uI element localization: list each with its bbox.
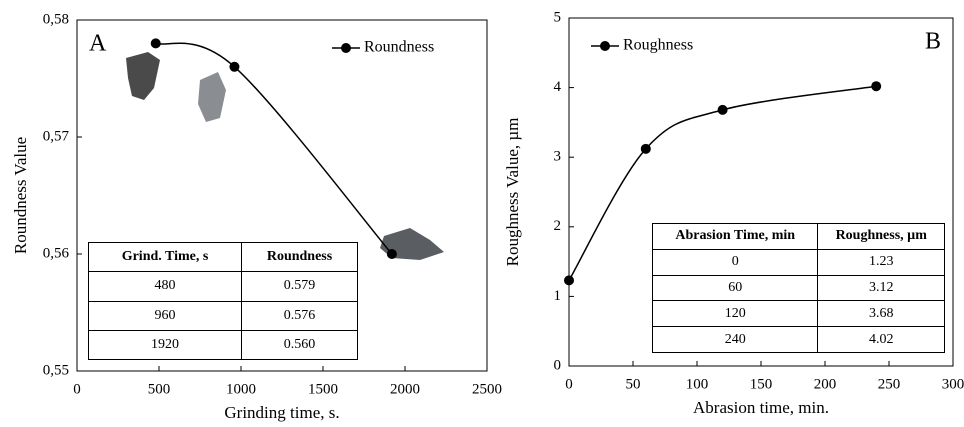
x-tick-label: 300 <box>942 376 964 392</box>
data-point <box>150 38 161 49</box>
y-axis-label: Roughness Value, µm <box>503 118 522 267</box>
plot-frame <box>76 19 488 372</box>
table-row: 60 3.12 <box>651 274 945 302</box>
x-tick-label: 100 <box>686 376 709 392</box>
table-cell: 0.576 <box>241 300 358 331</box>
particle-images <box>126 52 444 260</box>
table-row: 960 0.576 <box>87 300 358 331</box>
table-row: Grind. Time, s Roundness <box>87 241 358 273</box>
table-cell: 0.560 <box>241 329 358 361</box>
table-cell: 0 <box>651 248 819 276</box>
data-point <box>640 143 651 154</box>
y-tick-label: 4 <box>554 79 562 95</box>
table-row: 480 0.579 <box>87 271 358 302</box>
y-axis-label: Roundness Value <box>11 137 30 254</box>
table-cell: 1920 <box>87 329 243 361</box>
x-tick-label: 1500 <box>308 381 338 397</box>
table-cell: Abrasion Time, min <box>651 223 819 250</box>
table-cell: 3.12 <box>817 274 945 302</box>
x-tick-label: 0 <box>565 376 573 392</box>
x-tick-label: 150 <box>750 376 773 392</box>
table-row: 1920 0.560 <box>87 329 358 361</box>
legend-marker <box>600 41 610 51</box>
table-cell: 3.68 <box>817 300 945 328</box>
particle <box>198 72 226 122</box>
x-tick-label: 1000 <box>226 381 256 397</box>
series-line <box>568 85 877 281</box>
series-line <box>155 42 393 255</box>
y-tick-label: 5 <box>554 9 562 25</box>
y-tick-label: 0,55 <box>43 362 69 378</box>
table-cell: 1.23 <box>817 248 945 276</box>
table-cell: 60 <box>651 274 819 302</box>
y-tick-label: 1 <box>554 288 562 304</box>
data-point <box>229 61 240 72</box>
x-tick-label: 0 <box>73 381 81 397</box>
panel-label: A <box>89 31 107 57</box>
legend-marker <box>341 43 351 53</box>
data-point <box>386 249 397 259</box>
y-tick-label: 0 <box>554 357 562 373</box>
table-cell: Grind. Time, s <box>87 241 243 273</box>
particle <box>126 52 160 100</box>
legend-label: Roundness <box>364 39 434 56</box>
table-row: 0 1.23 <box>651 248 945 276</box>
table-cell: Roundness <box>241 241 358 273</box>
x-tick-label: 200 <box>814 376 837 392</box>
table-cell: 480 <box>87 271 243 302</box>
x-tick-label: 50 <box>626 376 641 392</box>
y-tick-label: 0,57 <box>43 128 70 144</box>
table-row: 120 3.68 <box>651 300 945 328</box>
legend-label: Roughness <box>623 37 693 54</box>
data-table: Abrasion Time, min Roughness, µm 0 1.23 60 3.… <box>651 223 945 353</box>
table-cell: 4.02 <box>817 326 945 353</box>
data-point <box>717 104 728 115</box>
x-tick-label: 250 <box>878 376 901 392</box>
table-cell: 0.579 <box>241 271 358 302</box>
table-row: 240 4.02 <box>651 326 945 353</box>
x-tick-label: 500 <box>148 381 171 397</box>
x-axis-label: Grinding time, s. <box>224 403 339 422</box>
table-cell: 240 <box>651 326 819 353</box>
table-cell: 120 <box>651 300 819 328</box>
x-axis-label: Abrasion time, min. <box>693 398 829 417</box>
y-tick-label: 0,56 <box>43 245 70 261</box>
y-tick-label: 0,58 <box>43 11 69 27</box>
table-cell: Roughness, µm <box>817 223 945 250</box>
x-tick-label: 2000 <box>390 381 420 397</box>
data-point <box>871 81 882 92</box>
table-cell: 960 <box>87 300 243 331</box>
data-table: Grind. Time, s Roundness 480 0.579 960 0.576 1… <box>87 241 358 361</box>
table-row: Abrasion Time, min Roughness, µm <box>651 223 945 250</box>
y-tick-label: 2 <box>554 218 562 234</box>
data-point <box>564 275 574 286</box>
x-tick-label: 2500 <box>472 381 502 397</box>
panel-label: B <box>925 29 941 55</box>
y-tick-label: 3 <box>554 149 562 165</box>
